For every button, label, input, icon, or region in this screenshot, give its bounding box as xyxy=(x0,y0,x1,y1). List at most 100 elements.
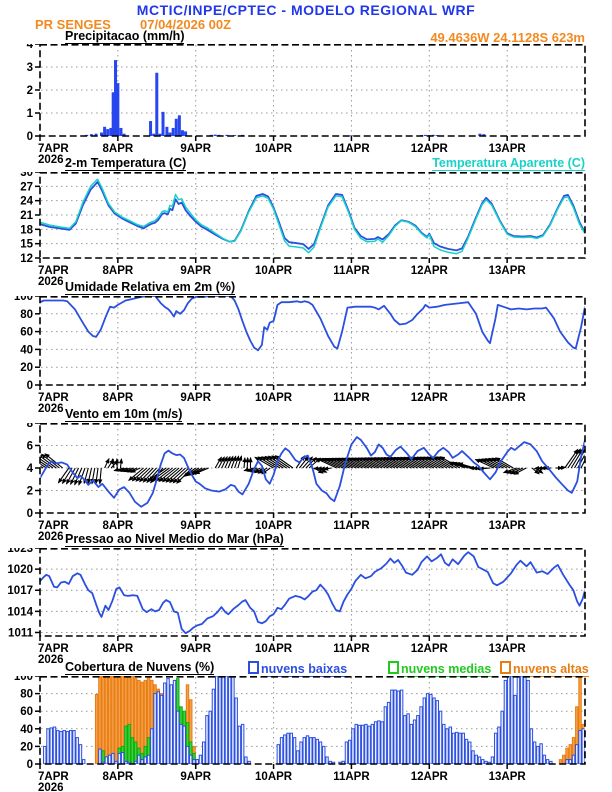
precip-bar xyxy=(158,133,162,136)
precip-bar xyxy=(155,72,159,136)
low-clouds-bar xyxy=(198,754,203,764)
model-run-datetime: 07/04/2026 00Z xyxy=(140,17,232,32)
low-clouds-bar xyxy=(451,732,456,764)
low-clouds-bar xyxy=(516,676,521,764)
wind-direction-arrow xyxy=(142,467,157,483)
x-tick-label: 11APR xyxy=(333,771,370,783)
low-clouds-bar xyxy=(536,745,540,764)
x-tick-label: 10APR xyxy=(255,520,293,532)
x-tick-label: 11APR xyxy=(333,643,370,655)
precip-bar xyxy=(184,131,188,136)
x-tick-label: 9APR xyxy=(180,392,211,404)
high-clouds-bar xyxy=(124,676,128,764)
y-tick-label: 24 xyxy=(20,196,33,208)
low-clouds-bar xyxy=(383,706,388,764)
wind-direction-arrow xyxy=(40,463,47,469)
low-clouds-bar xyxy=(513,694,517,764)
precip-bar xyxy=(119,127,123,136)
low-clouds-bar xyxy=(575,744,579,764)
plot-frame xyxy=(39,676,586,765)
mslp-line xyxy=(40,551,585,635)
low-clouds-bar xyxy=(49,727,53,764)
wind-direction-arrow xyxy=(168,467,186,484)
wind-direction-arrow xyxy=(128,467,144,482)
low-clouds-bar xyxy=(137,754,141,764)
chart-title-cloud-cover: Cobertura de Nuvens (%) xyxy=(65,660,215,675)
wind-direction-arrow xyxy=(558,465,567,470)
low-clouds-bar xyxy=(202,741,206,764)
precip-bar xyxy=(149,121,153,136)
precip-bar xyxy=(225,134,229,136)
precip-bar xyxy=(435,135,439,136)
x-tick-year-label: 2026 xyxy=(38,403,64,415)
x-tick-year-label: 2026 xyxy=(38,782,64,792)
x-tick-label: 8APR xyxy=(103,392,134,404)
y-tick-label: 8 xyxy=(27,423,34,430)
low-clouds-bar xyxy=(377,720,381,764)
station-coordinates: 49.4636W 24.1128S 623m xyxy=(430,30,585,45)
wind-direction-arrow xyxy=(131,467,148,482)
high-clouds-bar xyxy=(140,681,144,764)
relative-humidity-line xyxy=(40,296,585,352)
high-clouds-bar xyxy=(565,747,569,764)
precip-bar xyxy=(122,133,126,136)
low-clouds-bar xyxy=(117,752,122,764)
low-clouds-bar xyxy=(357,724,362,764)
low-clouds-bar xyxy=(354,723,358,764)
chart-title-humidity: Umidade Relativa em 2m (%) xyxy=(65,280,236,295)
mid-clouds-bar xyxy=(185,722,190,764)
low-clouds-bar xyxy=(120,752,125,764)
low-clouds-bar xyxy=(468,741,472,764)
wind-direction-arrow xyxy=(104,457,110,469)
precip-bar xyxy=(168,132,172,136)
x-tick-label: 8APR xyxy=(103,771,134,783)
precip-bar xyxy=(161,111,165,136)
wind-direction-arrow xyxy=(74,467,83,486)
y-tick-label: 1 xyxy=(27,108,34,120)
high-clouds-bar xyxy=(578,676,582,764)
y-tick-label: 1014 xyxy=(7,606,33,618)
low-clouds-bar xyxy=(179,723,183,764)
x-tick-label: 10APR xyxy=(255,143,293,155)
y-tick-label: 40 xyxy=(20,344,33,356)
x-tick-label: 11APR xyxy=(333,520,370,532)
wind-direction-arrow xyxy=(531,467,540,475)
mid-clouds-bar xyxy=(189,741,193,764)
mid-clouds-bar xyxy=(130,737,135,764)
y-tick-label: 1011 xyxy=(8,627,34,639)
high-clouds-bar xyxy=(130,676,135,764)
high-clouds-bar xyxy=(98,676,102,764)
precip-bar xyxy=(177,115,181,136)
low-clouds-bar xyxy=(545,759,550,764)
precip-bar xyxy=(152,133,156,136)
station-name: PR SENGES xyxy=(35,17,111,32)
low-clouds-bar xyxy=(503,679,508,764)
low-clouds-bar xyxy=(276,744,281,764)
low-clouds-bar xyxy=(65,730,70,764)
high-clouds-bar xyxy=(104,676,109,764)
low-clouds-bar xyxy=(461,732,465,764)
low-clouds-bar xyxy=(166,678,170,764)
wind-direction-arrow xyxy=(298,455,310,469)
low-clouds-bar xyxy=(523,676,527,764)
low-clouds-bar xyxy=(237,725,242,764)
y-tick-label: 1017 xyxy=(7,585,33,597)
wind-direction-arrow xyxy=(217,456,225,469)
low-clouds-bar xyxy=(510,676,514,764)
low-clouds-bar xyxy=(227,676,232,764)
low-clouds-bar xyxy=(435,700,440,764)
y-tick-label: 4 xyxy=(27,44,34,51)
high-clouds-bar xyxy=(101,676,105,764)
low-clouds-bar xyxy=(542,754,547,764)
x-tick-year-label: 2026 xyxy=(38,276,64,288)
y-tick-label: 21 xyxy=(20,210,33,222)
x-tick-label: 12APR xyxy=(411,643,449,655)
precip-bar xyxy=(478,133,482,136)
low-clouds-bar xyxy=(445,728,449,764)
wind-speed-line xyxy=(40,436,585,508)
low-clouds-bar xyxy=(56,730,60,764)
